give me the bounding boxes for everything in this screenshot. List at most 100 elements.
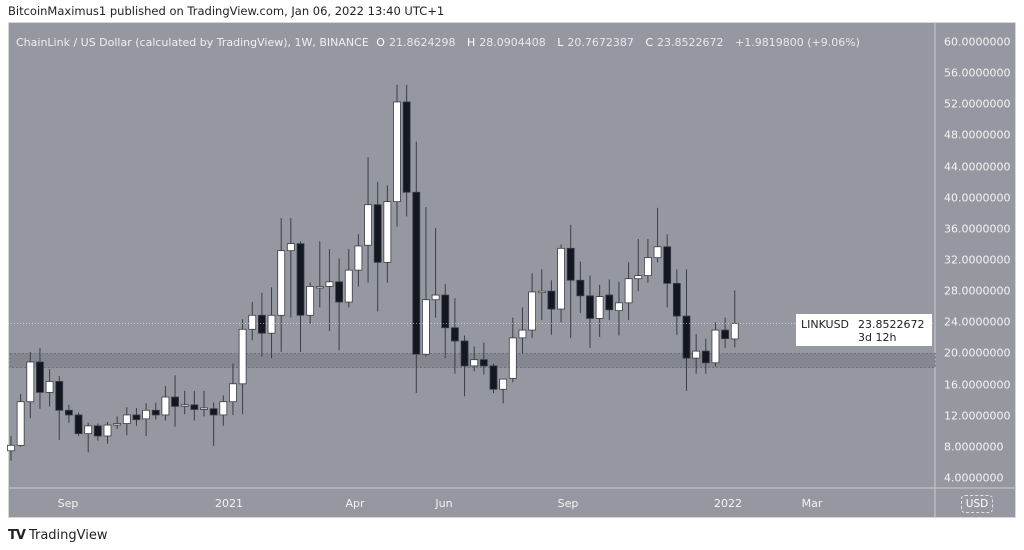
candle-up bbox=[84, 422, 93, 453]
price-tick-label: 4.0000000 bbox=[944, 471, 1004, 485]
candle-body bbox=[373, 204, 382, 263]
candle-body bbox=[286, 243, 295, 252]
candle-body bbox=[26, 361, 35, 403]
candle-up bbox=[518, 307, 527, 354]
candle-up bbox=[238, 319, 247, 415]
chart-pane[interactable] bbox=[8, 22, 1016, 518]
candle-body bbox=[325, 281, 334, 287]
candle-body bbox=[730, 323, 739, 340]
candle-body bbox=[383, 201, 392, 263]
candle-up bbox=[248, 302, 257, 341]
candle-body bbox=[354, 245, 363, 271]
candle-down bbox=[171, 375, 179, 427]
candle-body bbox=[45, 381, 54, 393]
candle-body bbox=[335, 281, 344, 303]
candle-up bbox=[286, 217, 295, 318]
candle-down bbox=[373, 182, 382, 312]
candle-body bbox=[479, 359, 488, 367]
candle-down bbox=[672, 269, 681, 335]
candle-down bbox=[74, 412, 83, 436]
candle-body bbox=[180, 404, 189, 407]
symbol-title: ChainLink / US Dollar (calculated by Tra… bbox=[16, 36, 369, 49]
price-tick-label: 56.0000000 bbox=[944, 66, 1011, 80]
candles bbox=[7, 84, 739, 461]
candle-up bbox=[267, 287, 276, 359]
candle-up bbox=[354, 234, 363, 287]
candle-body bbox=[460, 340, 469, 367]
candle-body bbox=[518, 329, 527, 339]
candle-down bbox=[132, 407, 141, 426]
tradingview-logo[interactable]: TV TradingView bbox=[8, 528, 107, 543]
time-tick-label: Jun bbox=[435, 497, 453, 510]
candle-down bbox=[566, 224, 575, 338]
candle-body bbox=[489, 365, 498, 390]
candle-body bbox=[450, 327, 459, 342]
candle-body bbox=[537, 290, 546, 294]
candle-up bbox=[711, 322, 720, 367]
candle-up bbox=[528, 273, 536, 338]
price-tick-label: 48.0000000 bbox=[944, 128, 1011, 142]
candle-down bbox=[55, 376, 64, 440]
close-value: 23.8522672 bbox=[657, 36, 724, 49]
candle-body bbox=[508, 337, 517, 379]
candle-down bbox=[576, 261, 585, 313]
open-label: O bbox=[376, 36, 385, 49]
candle-down bbox=[402, 84, 411, 217]
candle-up bbox=[325, 249, 334, 331]
candle-body bbox=[103, 424, 112, 437]
candle-body bbox=[122, 414, 131, 424]
candle-up bbox=[537, 269, 546, 320]
price-tick-label: 16.0000000 bbox=[944, 378, 1011, 392]
high-value: 28.0904408 bbox=[479, 36, 546, 49]
candle-down bbox=[257, 292, 266, 357]
publish-info: BitcoinMaximus1 published on TradingView… bbox=[8, 4, 445, 18]
candle-down bbox=[605, 279, 614, 320]
candle-body bbox=[238, 328, 247, 385]
candle-up bbox=[200, 390, 208, 417]
currency-button[interactable]: USD bbox=[961, 495, 993, 513]
candle-up bbox=[557, 244, 565, 323]
bar-countdown: 3d 12h bbox=[858, 331, 897, 344]
candle-up bbox=[113, 416, 122, 429]
high-label: H bbox=[466, 36, 476, 49]
candle-body bbox=[634, 275, 643, 280]
candle-body bbox=[113, 423, 122, 426]
candle-down bbox=[441, 284, 450, 359]
candle-up bbox=[7, 435, 15, 461]
candle-body bbox=[393, 101, 401, 203]
candle-up bbox=[103, 421, 112, 444]
candle-body bbox=[412, 191, 421, 355]
price-tick-label: 44.0000000 bbox=[944, 160, 1011, 174]
candle-down bbox=[682, 269, 691, 391]
candle-body bbox=[605, 294, 614, 311]
candle-body bbox=[692, 350, 701, 359]
candle-body bbox=[586, 295, 594, 319]
candle-body bbox=[7, 444, 15, 452]
candle-down bbox=[489, 363, 498, 394]
candle-body bbox=[422, 299, 430, 355]
candle-up bbox=[364, 157, 372, 283]
candle-up bbox=[431, 228, 440, 318]
price-tick-label: 60.0000000 bbox=[944, 35, 1011, 49]
candle-body bbox=[151, 409, 160, 416]
candle-up bbox=[393, 84, 401, 227]
candle-down bbox=[450, 298, 459, 374]
candle-down bbox=[412, 141, 421, 394]
candle-down bbox=[547, 280, 556, 335]
price-tick-label: 28.0000000 bbox=[944, 284, 1011, 298]
time-tick-label: Apr bbox=[345, 497, 365, 510]
candle-body bbox=[36, 361, 44, 393]
candle-body bbox=[16, 401, 25, 446]
logo-text: TradingView bbox=[28, 528, 108, 543]
chart-legend: ChainLink / US Dollar (calculated by Tra… bbox=[16, 36, 868, 49]
candle-up bbox=[219, 395, 228, 426]
candle-up bbox=[26, 351, 35, 419]
candle-up bbox=[229, 363, 237, 415]
candle-body bbox=[624, 278, 633, 304]
candle-body bbox=[132, 414, 141, 421]
candle-up bbox=[142, 403, 151, 436]
candle-body bbox=[364, 204, 372, 246]
candle-body bbox=[277, 250, 286, 316]
candle-body bbox=[653, 246, 662, 259]
